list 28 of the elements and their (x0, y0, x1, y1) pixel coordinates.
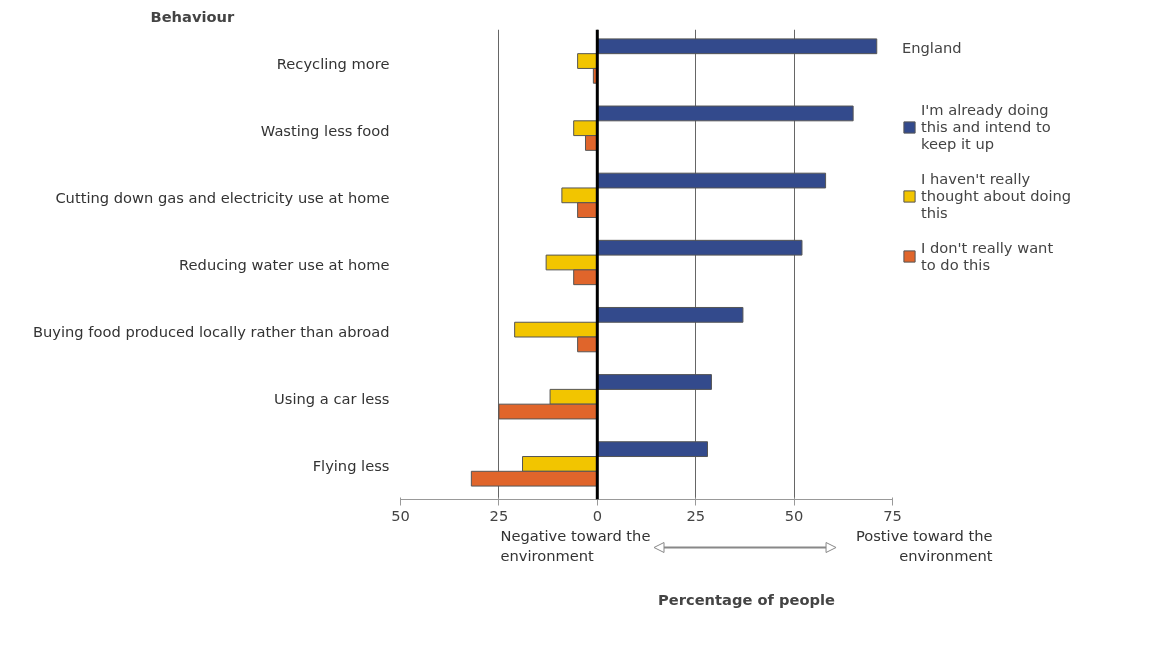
y-tick-label: Cutting down gas and electricity use at home (55, 188, 390, 206)
text: Negative toward the environment (500, 526, 651, 564)
x-tick-label: 25 (686, 506, 706, 524)
bar (596, 441, 709, 458)
y-tick-label: Wasting less food (260, 121, 390, 139)
x-tick-label: 25 (489, 506, 509, 524)
bar (596, 105, 854, 122)
bar (596, 38, 878, 55)
bar (596, 306, 744, 323)
bar (596, 239, 803, 256)
x-tick-label: 50 (391, 506, 410, 524)
text: Postive toward the environment (855, 526, 993, 564)
y-tick-label: Using a car less (274, 390, 390, 408)
legend-label: I'm already doing this and intend to keep it up (921, 101, 1051, 152)
x-axis-title: Percentage of people (658, 590, 836, 608)
legend-label: I haven't really thought about doing this (921, 170, 1072, 221)
y-tick-label: Reducing water use at home (179, 256, 390, 273)
y-tick-label: Recycling more (276, 54, 390, 72)
x-tick-label: 75 (883, 506, 902, 524)
y-tick-label: Buying food produced locally rather than abroad (33, 323, 390, 341)
x-tick-label: 50 (784, 506, 804, 524)
bar (596, 172, 827, 189)
legend-title: England (902, 39, 963, 56)
text: Behaviour (150, 7, 236, 25)
x-tick-label: 0 (592, 506, 602, 524)
bar (596, 374, 712, 390)
y-tick-label: Flying less (312, 457, 390, 475)
legend-label: I don't really want to do this (921, 239, 1054, 273)
